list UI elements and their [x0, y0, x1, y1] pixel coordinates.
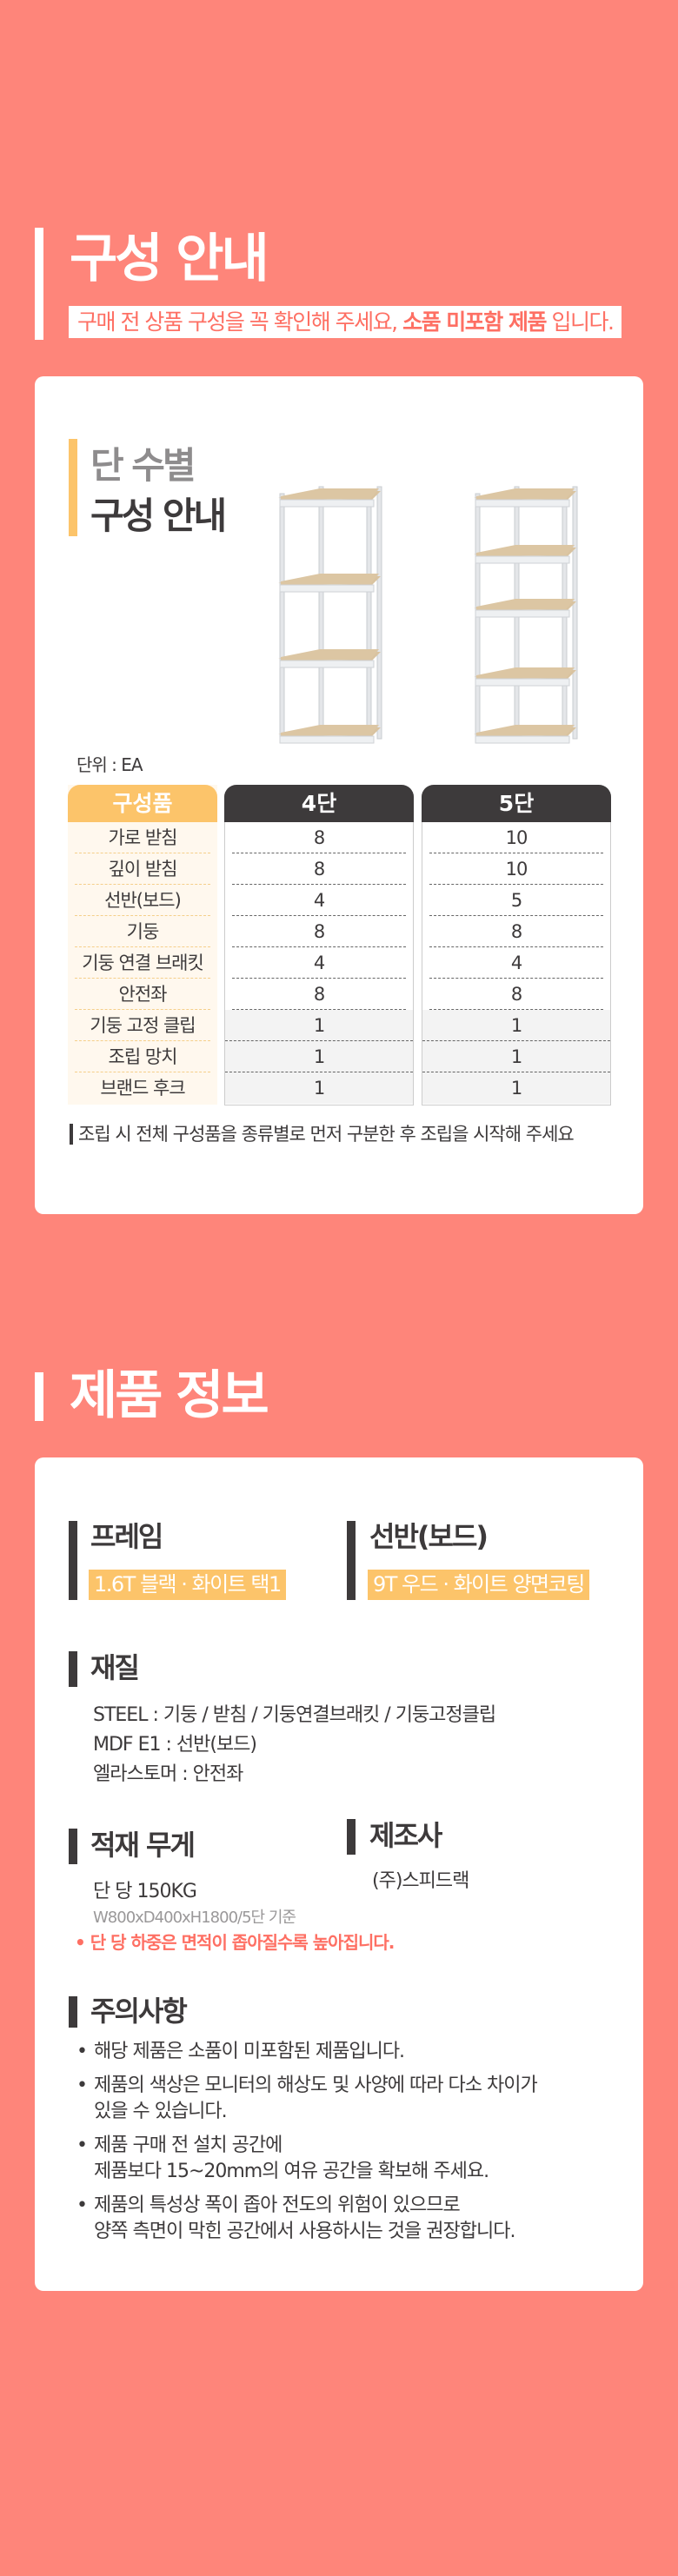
- frame-value-badge: 1.6T 블랙 · 화이트 택1: [89, 1570, 286, 1600]
- table-cell-5tier: 1: [422, 1072, 610, 1104]
- subtitle-text: 구매 전 상품 구성을 꼭 확인해 주세요,: [77, 309, 403, 335]
- caution-item: 제품의 색상은 모니터의 해상도 및 사양에 따라 다소 차이가 있을 수 있습…: [71, 2073, 628, 2125]
- title-accent-bar: [35, 1372, 43, 1421]
- composition-subtitle: 구매 전 상품 구성을 꼭 확인해 주세요, 소품 미포함 제품 입니다.: [69, 306, 622, 338]
- table-cell-4tier: 1: [225, 1041, 413, 1072]
- frame-bar: [69, 1521, 77, 1600]
- caution-list: 해당 제품은 소품이 미포함된 제품입니다. 제품의 색상은 모니터의 해상도 …: [71, 2039, 628, 2253]
- table-cell-item: 기둥 연결 브래킷: [75, 947, 210, 979]
- table-cell-5tier: 10: [429, 822, 603, 853]
- table-cell-5tier: 1: [422, 1010, 610, 1041]
- shelf-bar: [347, 1521, 356, 1600]
- table-cell-5tier: 4: [429, 947, 603, 979]
- load-value: 단 당 150KG: [93, 1881, 197, 1902]
- frame-label: 프레임: [90, 1520, 163, 1553]
- table-cell-item: 브랜드 후크: [100, 1078, 185, 1099]
- table-header-5tier: 5단: [422, 785, 611, 822]
- material-line: 엘라스토머 : 안전좌: [93, 1763, 243, 1785]
- table-cell-item: 기둥 고정 클립: [75, 1010, 210, 1041]
- table-cell-5tier: 5: [429, 885, 603, 916]
- table-cell-4tier: 4: [232, 947, 406, 979]
- material-line: STEEL : 기둥 / 받침 / 기둥연결브래킷 / 기둥고정클립: [93, 1704, 496, 1726]
- caution-label: 주의사항: [90, 1995, 188, 2028]
- card-title-line1: 단 수별: [90, 444, 196, 487]
- table-cell-4tier: 1: [225, 1072, 413, 1104]
- table-cell-4tier: 8: [232, 822, 406, 853]
- load-warning-text: 단 당 하중은 면적이 좁아질수록 높아집니다.: [90, 1932, 396, 1953]
- section-title-composition: 구성 안내: [70, 229, 269, 289]
- table-cell-5tier: 8: [429, 916, 603, 947]
- table-cell-4tier: 8: [232, 979, 406, 1010]
- table-cell-5tier: 8: [429, 979, 603, 1010]
- table-column-item: 구성품 가로 받침 깊이 받침 선반(보드) 기둥 기둥 연결 브래킷 안전좌 기둥 고정 …: [68, 785, 217, 1105]
- table-cell-item: 깊이 받침: [75, 853, 210, 885]
- load-basis: W800xD400xH1800/5단 기준: [93, 1909, 296, 1927]
- load-label: 적재 무게: [90, 1829, 196, 1862]
- table-cell-item: 가로 받침: [75, 822, 210, 853]
- shelf-value-badge: 9T 우드 · 화이트 양면코팅: [368, 1570, 589, 1600]
- material-bar: [69, 1651, 77, 1687]
- caution-bar: [69, 1996, 77, 2028]
- material-line: MDF E1 : 선반(보드): [93, 1734, 257, 1756]
- table-cell-4tier: 8: [232, 853, 406, 885]
- maker-bar: [347, 1819, 356, 1855]
- table-header-item: 구성품: [68, 785, 217, 822]
- shelf-images: [278, 486, 578, 744]
- table-cell-4tier: 4: [232, 885, 406, 916]
- caution-item: 제품의 특성상 폭이 좁아 전도의 위험이 있으므로 양쪽 측면이 막힌 공간에…: [71, 2193, 628, 2245]
- title-accent-bar: [35, 228, 43, 340]
- material-list: STEEL : 기둥 / 받침 / 기둥연결브래킷 / 기둥고정클립 MDF E…: [93, 1701, 496, 1789]
- caution-item: 제품 구매 전 설치 공간에 제품보다 15~20mm의 여유 공간을 확보해 …: [71, 2133, 628, 2185]
- load-warning: • 단 당 하중은 면적이 좁아질수록 높아집니다.: [75, 1932, 396, 1953]
- unit-label: 단위 : EA: [76, 754, 143, 775]
- shelf-4tier-image: [278, 486, 382, 744]
- shelf-5tier-image: [474, 486, 578, 744]
- material-label: 재질: [90, 1651, 140, 1684]
- table-cell-item: 기둥: [75, 916, 210, 947]
- caution-item: 해당 제품은 소품이 미포함된 제품입니다.: [71, 2039, 628, 2065]
- table-cell-item: 조립 망치: [75, 1041, 210, 1072]
- load-bar: [69, 1829, 77, 1864]
- assembly-note: 조립 시 전체 구성품을 종류별로 먼저 구분한 후 조립을 시작해 주세요: [78, 1124, 575, 1145]
- card-title-line2: 구성 안내: [90, 495, 227, 537]
- table-cell-4tier: 8: [232, 916, 406, 947]
- card-accent-bar: [69, 439, 77, 536]
- table-cell-5tier: 1: [422, 1041, 610, 1072]
- maker-label: 제조사: [369, 1819, 442, 1852]
- note-bar: [70, 1124, 73, 1145]
- table-cell-4tier: 1: [225, 1010, 413, 1041]
- subtitle-suffix: 입니다.: [546, 309, 614, 335]
- maker-value: (주)스피드랙: [372, 1870, 469, 1892]
- subtitle-emphasis: 소품 미포함 제품: [402, 309, 547, 335]
- table-cell-item: 안전좌: [75, 979, 210, 1010]
- section-title-product-info: 제품 정보: [70, 1365, 269, 1426]
- table-column-5tier: 5단 10 10 5 8 4 8 1 1 1: [422, 785, 611, 1105]
- table-cell-item: 선반(보드): [75, 885, 210, 916]
- shelf-label: 선반(보드): [369, 1520, 489, 1553]
- table-cell-5tier: 10: [429, 853, 603, 885]
- table-header-4tier: 4단: [224, 785, 414, 822]
